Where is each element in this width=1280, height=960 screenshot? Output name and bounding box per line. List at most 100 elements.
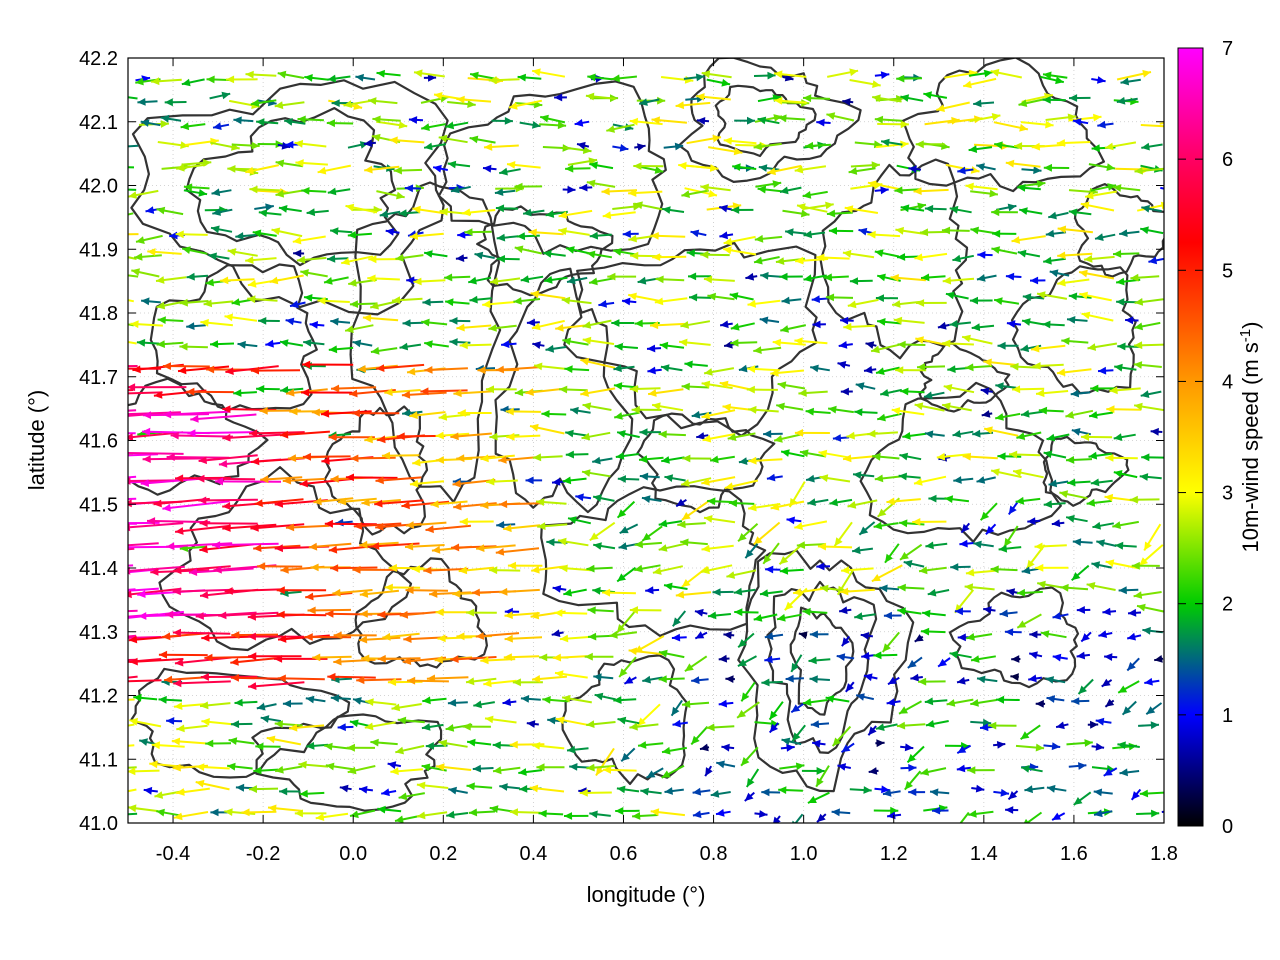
wind-arrow: [506, 432, 541, 441]
wind-arrow-head: [628, 647, 638, 656]
wind-arrow: [218, 611, 279, 620]
wind-arrow: [447, 698, 468, 707]
wind-arrow-shaft: [173, 680, 231, 685]
wind-arrow: [245, 256, 277, 264]
wind-arrow-head: [658, 675, 667, 683]
wind-arrow-head: [382, 632, 391, 641]
wind-arrow: [1125, 316, 1139, 325]
wind-arrow: [598, 300, 615, 308]
wind-arrow: [968, 810, 994, 818]
wind-arrow-head: [877, 318, 886, 326]
wind-arrow-head: [795, 256, 804, 265]
wind-arrow-head: [709, 164, 719, 172]
wind-arrow: [187, 429, 256, 437]
wind-arrow: [959, 539, 975, 548]
wind-arrow: [900, 94, 924, 102]
wind-arrow-head: [706, 723, 715, 732]
wind-arrow: [874, 474, 903, 483]
wind-arrow: [128, 453, 159, 457]
wind-arrow: [1139, 473, 1162, 481]
wind-arrow: [249, 185, 280, 194]
wind-arrow: [1154, 655, 1164, 663]
wind-arrow: [224, 313, 258, 322]
wind-arrow-head: [398, 121, 408, 129]
wind-arrow-head: [973, 99, 982, 108]
wind-arrow-head: [1051, 519, 1061, 528]
wind-arrow: [1112, 250, 1140, 258]
wind-arrow-head: [462, 722, 471, 731]
wind-arrow: [629, 117, 663, 126]
wind-arrow-head: [395, 815, 404, 823]
wind-arrow-head: [421, 763, 431, 772]
wind-arrow: [423, 73, 437, 82]
wind-arrow: [409, 411, 446, 420]
wind-arrow-head: [1022, 318, 1031, 326]
wind-arrow-head: [840, 587, 849, 596]
wind-arrow: [1029, 630, 1042, 639]
wind-arrow: [349, 300, 378, 308]
wind-arrow-head: [651, 116, 660, 125]
wind-arrow-head: [540, 114, 549, 123]
wind-arrow: [257, 562, 303, 571]
wind-arrow: [709, 455, 735, 464]
wind-arrow-head: [925, 541, 934, 550]
wind-arrow: [1133, 361, 1162, 369]
wind-arrow: [250, 366, 301, 375]
wind-arrow: [367, 274, 400, 283]
wind-arrow-head: [377, 435, 386, 444]
wind-arrow-head: [758, 164, 768, 172]
wind-arrow: [794, 337, 828, 345]
wind-arrow: [899, 452, 922, 461]
wind-arrow: [1020, 724, 1041, 741]
wind-arrow-head: [970, 226, 979, 235]
wind-arrow-head: [710, 455, 719, 464]
wind-arrow-head: [1096, 539, 1105, 547]
wind-arrow: [876, 412, 902, 422]
wind-arrow-shaft: [162, 500, 230, 510]
wind-arrow: [1139, 789, 1164, 798]
wind-arrow: [582, 336, 615, 345]
wind-arrow-head: [298, 760, 307, 769]
wind-arrow: [376, 120, 408, 129]
wind-arrow: [141, 297, 161, 306]
wind-arrow-head: [1105, 559, 1115, 567]
wind-arrow-head: [301, 187, 310, 195]
wind-arrow: [999, 609, 1018, 618]
wind-arrow: [198, 496, 258, 505]
wind-arrow-head: [526, 318, 536, 327]
wind-arrow: [785, 674, 804, 683]
wind-arrow-shaft: [128, 547, 135, 551]
wind-arrow-head: [882, 789, 892, 797]
wind-arrow: [1129, 495, 1160, 504]
wind-arrow: [614, 342, 638, 351]
wind-arrow: [753, 346, 782, 354]
wind-arrow-head: [684, 360, 693, 369]
wind-arrow: [258, 317, 280, 325]
wind-arrow: [732, 163, 757, 171]
wind-arrow-head: [728, 499, 738, 508]
wind-arrow-head: [444, 273, 453, 282]
wind-arrow: [1018, 98, 1046, 107]
wind-arrow-head: [861, 651, 870, 660]
wind-arrow: [736, 701, 760, 719]
wind-arrow: [532, 341, 545, 349]
wind-arrow: [681, 382, 710, 391]
wind-arrow-head: [617, 509, 627, 518]
wind-arrow-head: [779, 556, 789, 565]
wind-arrow-head: [582, 469, 591, 477]
wind-arrow-head: [456, 323, 465, 332]
wind-arrow-head: [545, 344, 555, 353]
wind-arrow: [166, 542, 233, 551]
wind-arrow-head: [139, 738, 148, 746]
wind-arrow-head: [613, 248, 622, 256]
wind-arrow: [734, 608, 759, 617]
wind-arrow: [897, 340, 926, 349]
wind-arrow-head: [377, 654, 386, 663]
wind-arrow: [678, 161, 712, 170]
wind-arrow: [1140, 226, 1164, 235]
wind-arrow: [754, 114, 783, 123]
wind-arrow: [1076, 606, 1091, 614]
wind-arrow-head: [520, 695, 530, 703]
wind-arrow: [1127, 608, 1142, 617]
wind-arrow: [808, 656, 831, 665]
